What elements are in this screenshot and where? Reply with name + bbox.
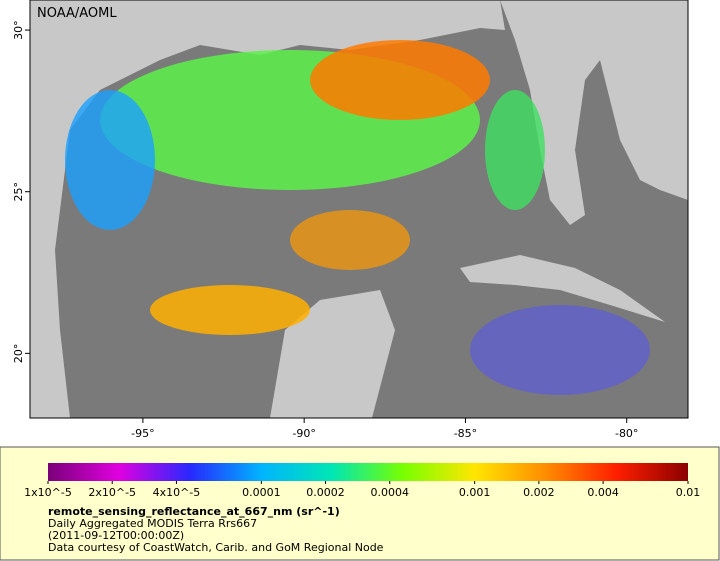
colorbar-tick-label: 0.004 (587, 486, 619, 499)
x-tick-label: -80° (615, 427, 638, 440)
x-tick-label: -95° (131, 427, 154, 440)
caption-title: remote_sensing_reflectance_at_667_nm (sr… (48, 505, 340, 518)
colorbar-tick-label: 0.0004 (371, 486, 410, 499)
y-tick-label: 20° (12, 344, 25, 364)
y-tick-label: 30° (12, 20, 25, 40)
data-patch (470, 305, 650, 395)
data-patch (150, 285, 310, 335)
land (270, 290, 395, 418)
x-tick-label: -85° (454, 427, 477, 440)
land (30, 0, 505, 418)
colorbar-tick-label: 1x10^-5 (24, 486, 72, 499)
land (500, 0, 688, 225)
colorbar-tick-label: 0.0001 (242, 486, 281, 499)
y-tick-label: 25° (12, 182, 25, 202)
data-patch (485, 90, 545, 210)
colorbar: 1x10^-5 2x10^-5 4x10^-5 0.0001 0.0002 0.0004 0… (24, 463, 700, 499)
colorbar-tick-label: 4x10^-5 (153, 486, 201, 499)
data-patch (290, 210, 410, 270)
caption-line: Data courtesy of CoastWatch, Carib. and … (48, 541, 384, 554)
data-patch (65, 90, 155, 230)
colorbar-tick-label: 0.01 (676, 486, 701, 499)
land (460, 255, 665, 322)
colorbar-tick-label: 2x10^-5 (88, 486, 136, 499)
colorbar-tick-label: 0.0002 (306, 486, 345, 499)
map-layer: NOAA/AOML (29, 0, 689, 419)
map-frame (29, 0, 689, 419)
colorbar-tick-label: 0.002 (523, 486, 555, 499)
data-patch (310, 40, 490, 120)
colorbar-ramp (48, 463, 688, 481)
x-tick-label: -90° (292, 427, 315, 440)
caption-line: (2011-09-12T00:00:00Z) (48, 529, 184, 542)
credit: NOAA/AOML (37, 6, 117, 21)
colorbar-tick-label: 0.001 (459, 486, 491, 499)
caption-line: Daily Aggregated MODIS Terra Rrs667 (48, 517, 257, 530)
